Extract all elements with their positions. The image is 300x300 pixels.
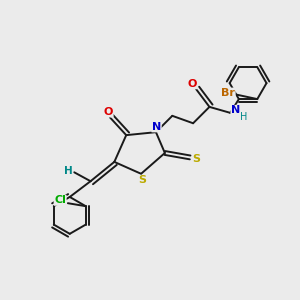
Text: H: H — [240, 112, 247, 122]
Text: Br: Br — [221, 88, 235, 98]
Text: O: O — [104, 107, 113, 117]
Text: N: N — [231, 106, 240, 116]
Text: S: S — [139, 175, 147, 185]
Text: N: N — [152, 122, 161, 132]
Text: H: H — [64, 166, 73, 176]
Text: S: S — [193, 154, 201, 164]
Text: Cl: Cl — [54, 195, 66, 205]
Text: O: O — [188, 79, 197, 89]
